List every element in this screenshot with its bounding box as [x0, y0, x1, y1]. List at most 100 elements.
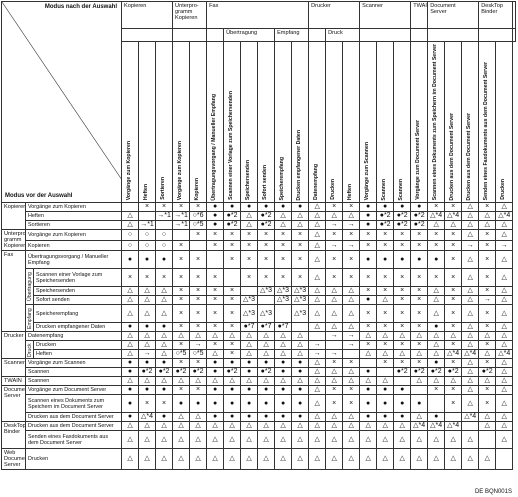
- matrix-cell: ○: [155, 229, 174, 241]
- cell-symbol: △*4: [447, 212, 460, 220]
- matrix-cell: ●*2: [376, 211, 395, 222]
- matrix-cell: △: [155, 349, 174, 360]
- matrix-cell: ●: [121, 367, 140, 378]
- cell-symbol: ×: [400, 323, 405, 331]
- cell-symbol: △: [450, 455, 456, 463]
- cell-symbol: ×: [332, 399, 337, 407]
- matrix-cell: △: [240, 349, 259, 360]
- matrix-cell: ●: [274, 367, 293, 378]
- matrix-cell: ×: [410, 340, 429, 351]
- matrix-cell: [121, 202, 140, 213]
- matrix-cell: ●*2: [223, 367, 242, 378]
- cell-symbol: △: [144, 287, 150, 295]
- cell-symbol: ●: [383, 413, 388, 421]
- matrix-cell: △: [257, 430, 276, 450]
- cell-symbol: △: [382, 332, 388, 340]
- matrix-cell: [461, 421, 480, 432]
- matrix-cell: △: [478, 448, 497, 471]
- cell-symbol: △: [467, 332, 473, 340]
- matrix-cell: △: [444, 331, 463, 342]
- matrix-cell: △: [410, 331, 429, 342]
- matrix-cell: △: [393, 421, 412, 432]
- matrix-cell: △: [359, 448, 378, 471]
- cell-symbol: △: [246, 377, 252, 385]
- matrix-cell: [308, 331, 327, 342]
- matrix-cell: →: [478, 295, 497, 306]
- column-header-label: Vorgänge zum Document Server: [415, 120, 422, 201]
- matrix-cell: ×: [291, 268, 310, 288]
- cell-symbol: △: [501, 273, 507, 281]
- matrix-cell: ○*5: [172, 349, 191, 360]
- cell-symbol: ●: [212, 359, 218, 367]
- cell-symbol: △: [246, 435, 252, 443]
- cell-symbol: △: [314, 399, 320, 407]
- cell-symbol: △*3: [243, 296, 256, 304]
- cell-symbol: △: [195, 455, 201, 463]
- cell-symbol: ×: [332, 231, 337, 238]
- matrix-cell: ○: [138, 239, 157, 252]
- cell-symbol: △: [433, 332, 439, 340]
- cell-symbol: ●: [400, 413, 405, 421]
- matrix-cell: △: [138, 286, 157, 297]
- matrix-cell: ×: [172, 286, 191, 297]
- cell-symbol: ●: [297, 399, 303, 407]
- matrix-cell: △: [189, 421, 208, 432]
- cell-symbol: ○*5: [175, 350, 187, 358]
- matrix-cell: △: [189, 430, 208, 450]
- matrix-cell: ●*7: [257, 322, 276, 333]
- table-row: DeskTop Binder Drucken aus dem Document S…: [1, 421, 516, 450]
- matrix-cell: △: [308, 421, 327, 432]
- matrix-cell: △: [189, 412, 208, 423]
- cell-symbol: △: [314, 455, 320, 463]
- cell-symbol: △: [161, 377, 167, 385]
- matrix-cell: △: [138, 421, 157, 432]
- matrix-cell: △: [138, 304, 157, 324]
- cell-symbol: ○: [161, 241, 167, 249]
- cell-symbol: ×: [451, 296, 456, 304]
- matrix-cell: ×: [342, 385, 361, 396]
- matrix-cell: ×: [427, 229, 446, 241]
- matrix-cell: △: [478, 412, 497, 423]
- matrix-cell: ×: [325, 358, 344, 369]
- cell-symbol: ×: [485, 341, 490, 349]
- cell-symbol: ●*2: [379, 221, 391, 229]
- matrix-cell: ×: [257, 239, 276, 252]
- matrix-cell: △: [121, 376, 140, 387]
- cell-symbol: ×: [485, 287, 490, 295]
- cell-symbol: ●*2: [379, 212, 391, 220]
- column-header-label: Drucken: [330, 179, 337, 201]
- cell-symbol: ●: [366, 399, 371, 407]
- cell-symbol: ×: [349, 399, 354, 407]
- cell-symbol: △: [467, 203, 473, 211]
- matrix-cell: △: [444, 220, 463, 231]
- cell-symbol: △: [501, 221, 507, 229]
- cell-symbol: ●: [246, 399, 252, 407]
- cell-symbol: △: [127, 332, 133, 340]
- matrix-cell: ●: [138, 358, 157, 369]
- cell-symbol: △: [484, 350, 490, 358]
- matrix-cell: [359, 358, 378, 369]
- cell-symbol: ●: [246, 359, 252, 367]
- matrix-cell: ●: [359, 250, 378, 270]
- cell-symbol: △: [297, 422, 303, 430]
- cell-symbol: ●: [127, 255, 133, 263]
- cell-symbol: △: [195, 422, 201, 430]
- matrix-cell: △: [427, 349, 446, 360]
- cell-symbol: ×: [332, 255, 337, 263]
- matrix-cell: △: [325, 412, 344, 423]
- column-subgroup-header: [121, 28, 174, 42]
- matrix-cell: ×: [172, 304, 191, 324]
- matrix-cell: ×: [393, 268, 412, 288]
- cell-symbol: ●*2: [396, 368, 408, 376]
- table-row: Drucken aus dem Document Server ● △*4 ● △ △ ● ●…: [2, 412, 516, 423]
- cell-symbol: △: [263, 377, 269, 385]
- cell-symbol: ×: [485, 203, 490, 211]
- column-header-label: Drucken aus dem Document Server: [449, 112, 456, 201]
- matrix-cell: △: [495, 220, 514, 231]
- cell-symbol: ×: [434, 386, 439, 394]
- cell-symbol: △: [467, 231, 473, 238]
- cell-symbol: ×: [349, 203, 354, 211]
- row-label: Heften: [32, 349, 123, 360]
- matrix-cell: [223, 268, 242, 288]
